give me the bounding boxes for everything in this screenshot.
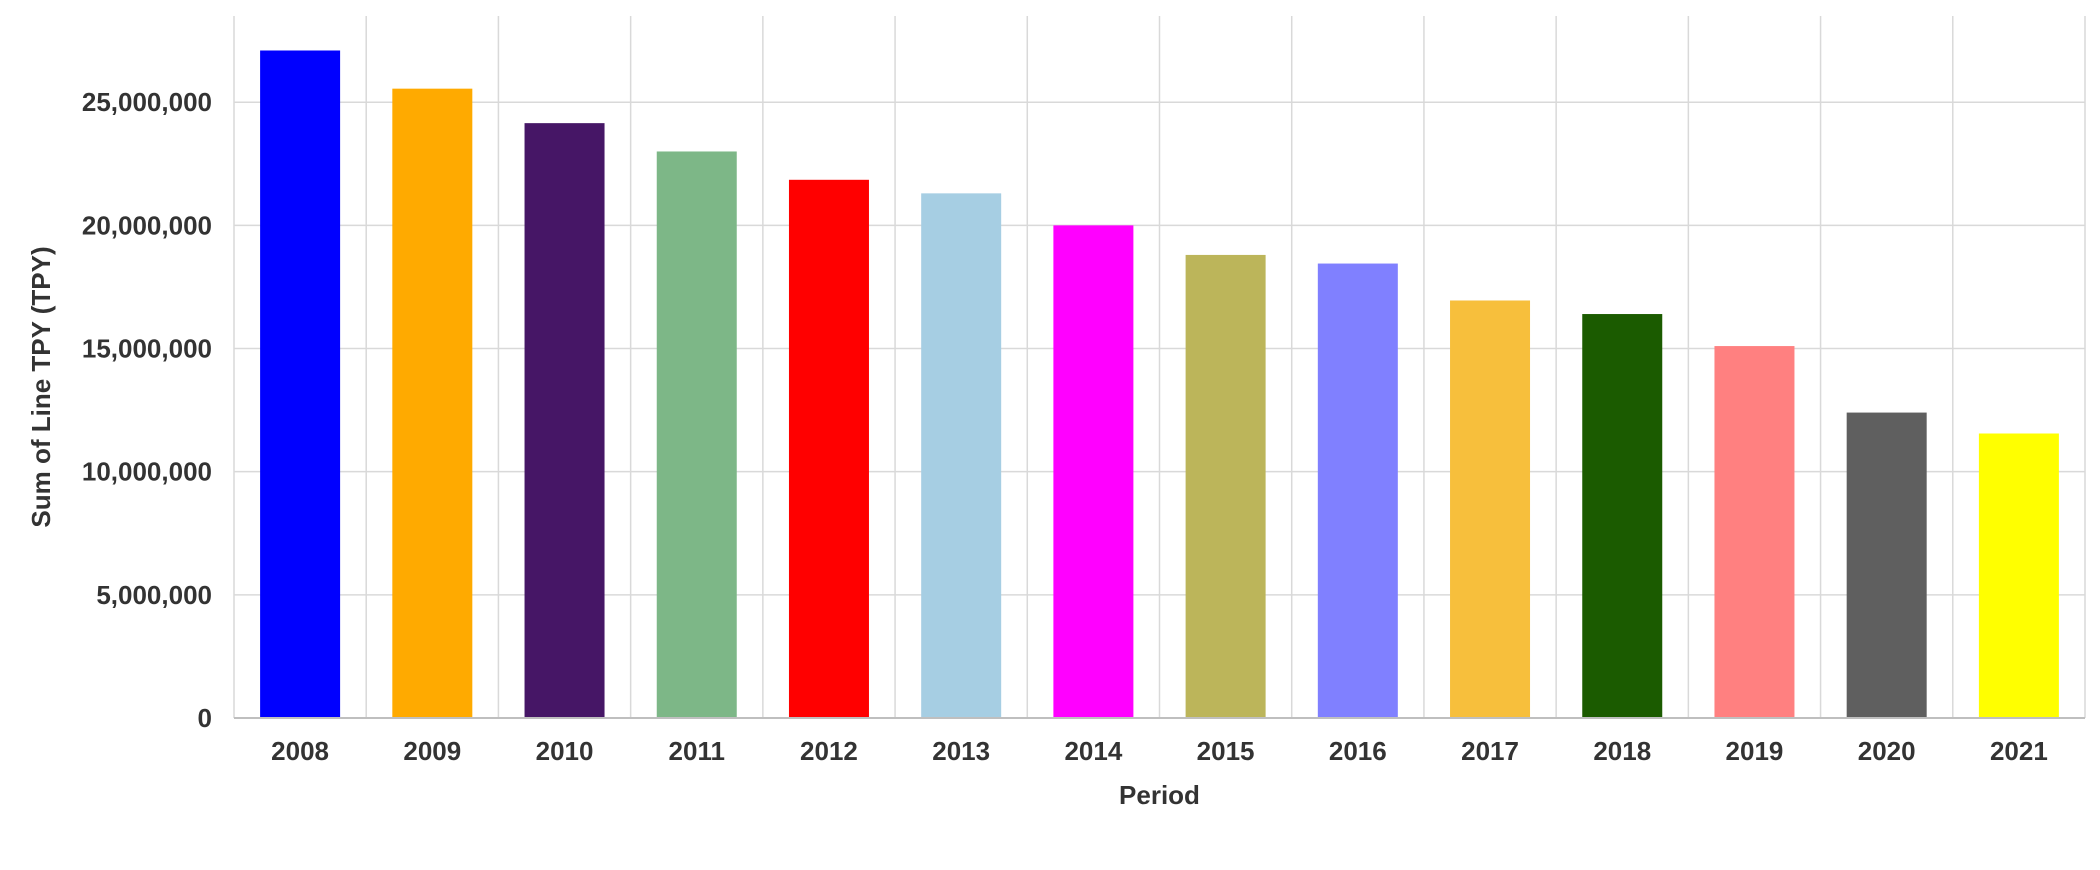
y-tick-label: 20,000,000 bbox=[82, 210, 212, 240]
x-tick-label: 2010 bbox=[536, 736, 594, 766]
bars bbox=[260, 50, 2059, 719]
bar-2016 bbox=[1317, 263, 1398, 718]
bar-2010 bbox=[524, 123, 605, 719]
bar-2018 bbox=[1582, 314, 1663, 718]
bar-2009 bbox=[392, 88, 473, 719]
x-tick-label: 2019 bbox=[1726, 736, 1784, 766]
x-axis-title: Period bbox=[1119, 780, 1200, 810]
bar-2020 bbox=[1846, 412, 1927, 718]
x-tick-label: 2008 bbox=[271, 736, 329, 766]
bar-2011 bbox=[656, 151, 737, 718]
bar-2017 bbox=[1450, 300, 1531, 718]
y-tick-label: 25,000,000 bbox=[82, 87, 212, 117]
y-tick-labels: 0 5,000,000 10,000,000 15,000,000 20,000,000… bbox=[82, 87, 212, 733]
bar-2021 bbox=[1978, 433, 2059, 718]
bar-2008 bbox=[260, 50, 341, 719]
x-tick-labels: 2008 2009 2010 2011 2012 2013 2014 2015 2016 2017… bbox=[271, 736, 2048, 766]
bar-2019 bbox=[1714, 346, 1795, 718]
y-tick-label: 10,000,000 bbox=[82, 457, 212, 487]
x-tick-label: 2021 bbox=[1990, 736, 2048, 766]
y-tick-label: 15,000,000 bbox=[82, 334, 212, 364]
bar-2015 bbox=[1185, 254, 1266, 718]
bar-2012 bbox=[788, 179, 869, 719]
grid bbox=[233, 16, 2086, 718]
y-axis-title: Sum of Line TPY (TPY) bbox=[26, 246, 56, 527]
bar-2013 bbox=[921, 193, 1002, 719]
x-tick-label: 2009 bbox=[403, 736, 461, 766]
bar-2014 bbox=[1053, 225, 1134, 719]
x-tick-label: 2018 bbox=[1593, 736, 1651, 766]
x-tick-label: 2014 bbox=[1064, 736, 1122, 766]
x-tick-label: 2017 bbox=[1461, 736, 1519, 766]
x-tick-label: 2015 bbox=[1197, 736, 1255, 766]
x-tick-label: 2011 bbox=[669, 736, 725, 766]
y-tick-label: 0 bbox=[198, 703, 212, 733]
x-tick-label: 2012 bbox=[800, 736, 858, 766]
y-tick-label: 5,000,000 bbox=[96, 580, 212, 610]
x-tick-label: 2016 bbox=[1329, 736, 1387, 766]
x-tick-label: 2020 bbox=[1858, 736, 1916, 766]
x-tick-label: 2013 bbox=[932, 736, 990, 766]
